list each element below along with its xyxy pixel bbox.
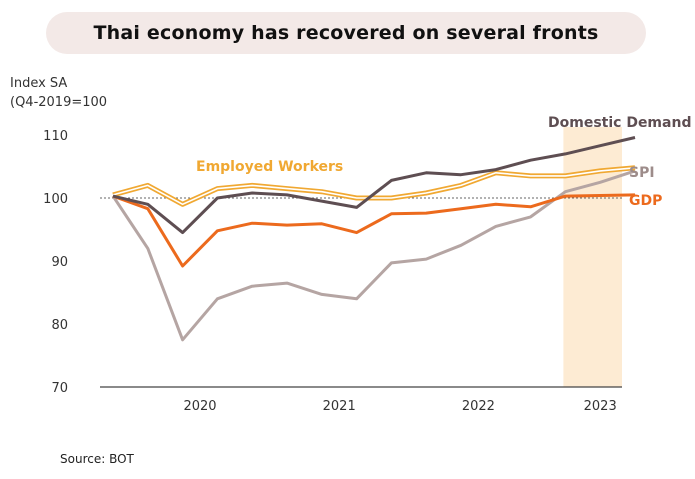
y-tick-label: 90 xyxy=(51,255,68,270)
series-label-gdp: GDP xyxy=(629,193,662,209)
y-axis-label-line1: Index SA xyxy=(10,76,68,91)
x-tick-label: 2020 xyxy=(183,399,216,414)
series-line-employed-workers-inner xyxy=(112,167,636,206)
x-tick-label: 2021 xyxy=(323,399,356,414)
series-line-spi xyxy=(111,169,636,342)
y-axis-label-line2: (Q4-2019=100 xyxy=(10,95,108,110)
source-note: Source: BOT xyxy=(60,452,134,466)
chart-title-banner: Thai economy has recovered on several fr… xyxy=(46,12,646,54)
series-label-domestic-demand: Domestic Demand xyxy=(548,115,691,131)
highlight-band-2023 xyxy=(563,127,622,387)
x-tick-label: 2022 xyxy=(462,399,495,414)
series-line-gdp xyxy=(112,193,636,268)
y-axis-label: Index SA (Q4-2019=100 xyxy=(10,74,107,112)
y-tick-label: 110 xyxy=(43,129,68,144)
y-tick-label: 100 xyxy=(43,192,68,207)
series-label-spi: SPI xyxy=(629,165,655,181)
series-label-employed-workers: Employed Workers xyxy=(196,159,343,175)
x-tick-label: 2023 xyxy=(584,399,617,414)
y-tick-label: 70 xyxy=(51,381,68,396)
series-line-domestic-demand xyxy=(112,136,636,235)
chart-title: Thai economy has recovered on several fr… xyxy=(93,22,599,44)
y-tick-label: 80 xyxy=(51,318,68,333)
